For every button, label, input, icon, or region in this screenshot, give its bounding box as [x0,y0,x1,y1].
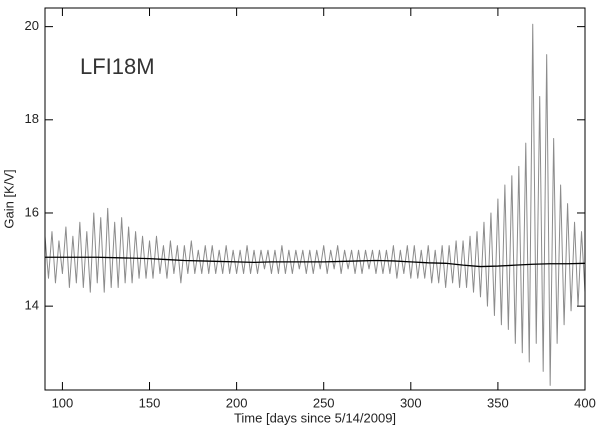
y-tick-label: 14 [25,298,39,313]
plot-frame [44,7,586,391]
x-tick-label: 100 [52,395,74,410]
y-tick-label: 20 [25,18,39,33]
x-tick-label: 350 [487,395,509,410]
x-tick-label: 150 [139,395,161,410]
annotation: LFI18M [80,54,155,79]
data-line [45,256,586,268]
x-tick-label: 200 [226,395,248,410]
y-tick-label: 18 [25,111,39,126]
x-tick-label: 400 [574,395,596,410]
y-tick-label: 16 [25,204,39,219]
y-axis-label: Gain [K/V] [1,169,16,228]
x-tick-label: 250 [313,395,335,410]
x-tick-label: 300 [400,395,422,410]
x-axis-label: Time [days since 5/14/2009] [234,410,396,425]
